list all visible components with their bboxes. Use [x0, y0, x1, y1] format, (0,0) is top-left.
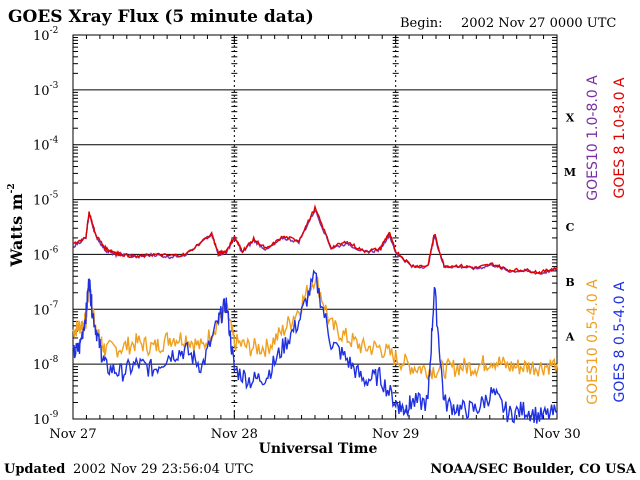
y-tick-label: 10-9	[33, 410, 59, 428]
y-axis-label-group: Watts m-2	[7, 183, 26, 267]
series-line	[72, 274, 558, 382]
y-tick-exp: -4	[50, 136, 59, 146]
legend-entry: GOES 8 0.5-4.0 A	[612, 281, 628, 402]
flare-class-label: X	[566, 111, 575, 124]
y-tick-base: 10	[33, 139, 50, 154]
y-tick-exp: -6	[50, 245, 59, 255]
series-line	[72, 269, 558, 424]
minor-ticks	[72, 35, 558, 419]
legend: GOES10 1.0-8.0 A GOES 8 1.0-8.0 A GOES10 0…	[585, 75, 628, 405]
y-tick-exp: -3	[50, 81, 59, 91]
grid-lines	[73, 34, 557, 420]
y-tick-label: 10-3	[33, 81, 59, 99]
y-tick-base: 10	[33, 29, 50, 44]
legend-entry: GOES10 1.0-8.0 A	[585, 75, 601, 201]
flare-class-label: M	[564, 166, 576, 179]
series-line	[72, 204, 558, 276]
y-tick-label: 10-6	[33, 245, 59, 263]
y-tick-label: 10-8	[33, 355, 59, 373]
y-axis-label-text: Watts m	[7, 193, 26, 267]
y-tick-base: 10	[33, 413, 50, 428]
y-tick-exp: -2	[50, 26, 59, 36]
y-tick-exp: -8	[50, 355, 59, 365]
begin-value: 2002 Nov 27 0000 UTC	[461, 16, 616, 31]
x-tick-label: Nov 27	[49, 427, 96, 442]
plot-frame	[72, 34, 558, 420]
series-lines	[72, 204, 558, 424]
y-tick-labels: 10-210-310-410-510-610-710-810-9	[33, 26, 59, 428]
legend-label: GOES 8 0.5-4.0 A	[612, 281, 628, 402]
y-tick-base: 10	[33, 248, 50, 263]
y-tick-label: 10-4	[33, 136, 59, 154]
y-tick-base: 10	[33, 84, 50, 99]
y-tick-label: 10-7	[33, 300, 59, 318]
x-tick-label: Nov 30	[533, 427, 580, 442]
y-tick-exp: -7	[50, 300, 59, 310]
x-tick-label: Nov 29	[372, 427, 419, 442]
flare-class-labels: X M C B A	[564, 111, 576, 343]
x-tick-labels: Nov 27 Nov 28 Nov 29 Nov 30	[49, 427, 580, 442]
credit-text: NOAA/SEC Boulder, CO USA	[430, 462, 637, 477]
y-tick-exp: -5	[50, 191, 59, 201]
chart-title: GOES Xray Flux (5 minute data)	[8, 7, 314, 27]
flare-class-label: B	[565, 276, 574, 289]
y-tick-exp: -9	[50, 410, 59, 420]
begin-label: Begin:	[400, 16, 442, 31]
legend-label: GOES10 1.0-8.0 A	[585, 75, 601, 201]
y-tick-base: 10	[33, 303, 50, 318]
y-axis-label: Watts m-2	[7, 183, 26, 267]
updated-value: 2002 Nov 29 23:56:04 UTC	[73, 462, 254, 477]
updated-label: Updated	[4, 462, 65, 477]
y-axis-label-sup: -2	[7, 183, 17, 193]
y-tick-label: 10-5	[33, 191, 59, 209]
legend-label: GOES10 0.5-4.0 A	[585, 279, 601, 405]
legend-label: GOES 8 1.0-8.0 A	[612, 77, 628, 198]
x-tick-label: Nov 28	[211, 427, 258, 442]
y-tick-label: 10-2	[33, 26, 58, 44]
y-tick-base: 10	[33, 358, 50, 373]
y-tick-base: 10	[33, 194, 50, 209]
flare-class-label: C	[566, 221, 575, 234]
legend-entry: GOES 8 1.0-8.0 A	[612, 77, 628, 198]
x-axis-label: Universal Time	[259, 441, 378, 457]
flare-class-label: A	[565, 331, 575, 344]
legend-entry: GOES10 0.5-4.0 A	[585, 279, 601, 405]
